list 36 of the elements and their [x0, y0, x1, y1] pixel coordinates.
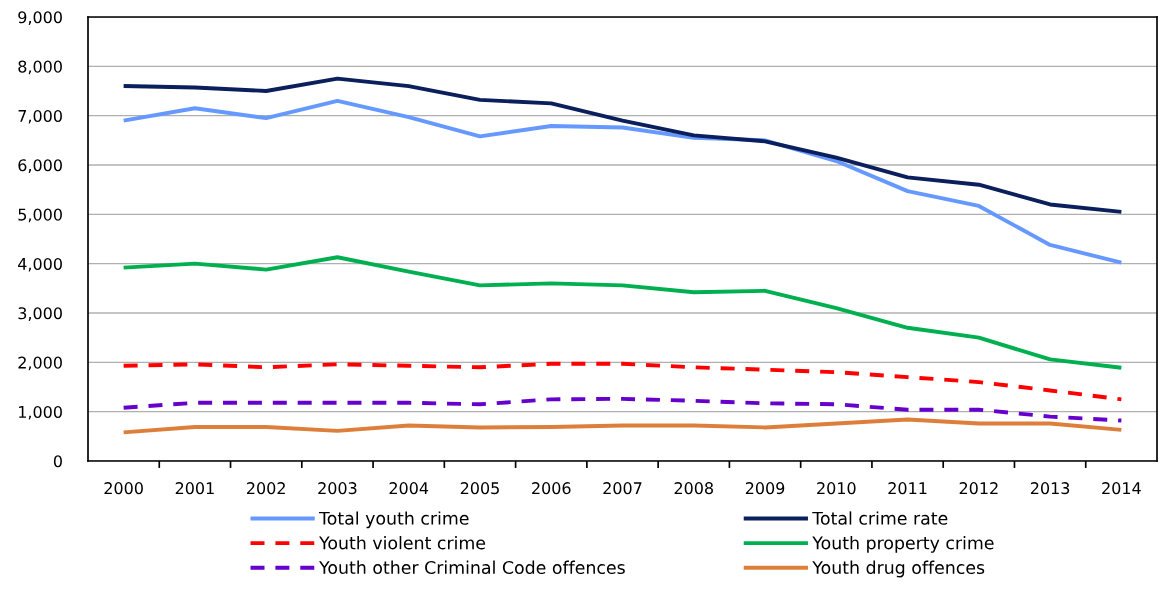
y-tick-label: 8,000	[18, 60, 62, 75]
y-tick-label: 2,000	[18, 356, 62, 371]
x-tick-label: 2005	[460, 482, 499, 495]
legend-label: Youth other Criminal Code offences	[319, 560, 625, 575]
y-tick-label: 5,000	[18, 208, 62, 223]
x-tick-label: 2002	[247, 482, 285, 495]
line-series	[121, 76, 1124, 214]
line-series	[121, 396, 1124, 423]
legend-label: Total youth crime	[319, 511, 469, 529]
x-tick-label: 2000	[104, 482, 143, 495]
x-tick-label: 2003	[318, 482, 357, 495]
legend-label: Youth property crime	[812, 535, 994, 553]
x-tick-label: 2011	[888, 482, 927, 495]
y-tick-label: 6,000	[18, 159, 62, 173]
x-tick-label: 2010	[817, 482, 856, 495]
y-tick-label: 1,000	[19, 405, 62, 420]
x-tick-label: 2004	[389, 482, 429, 495]
x-tick-label: 2006	[532, 482, 571, 495]
legend-label: Total crime rate	[812, 511, 948, 525]
y-tick-label: 0	[53, 455, 62, 468]
x-tick-label: 2007	[603, 482, 642, 495]
y-tick-label: 3,000	[18, 307, 62, 321]
y-tick-label: 7,000	[18, 109, 62, 124]
x-tick-label: 2012	[959, 482, 998, 495]
x-tick-label: 2013	[1030, 482, 1070, 495]
legend-label: Youth drug offences	[812, 560, 985, 578]
legend-label: Youth violent crime	[319, 535, 486, 550]
line-series	[121, 361, 1124, 402]
x-tick-label: 2008	[674, 482, 713, 495]
y-tick-label: 9,000	[18, 11, 62, 25]
line-series	[121, 255, 1124, 370]
x-tick-label: 2009	[745, 482, 785, 495]
y-tick-label: 4,000	[18, 257, 62, 272]
line-series	[121, 417, 1124, 435]
x-tick-label: 2001	[175, 482, 214, 495]
x-tick-label: 2014	[1102, 482, 1141, 495]
